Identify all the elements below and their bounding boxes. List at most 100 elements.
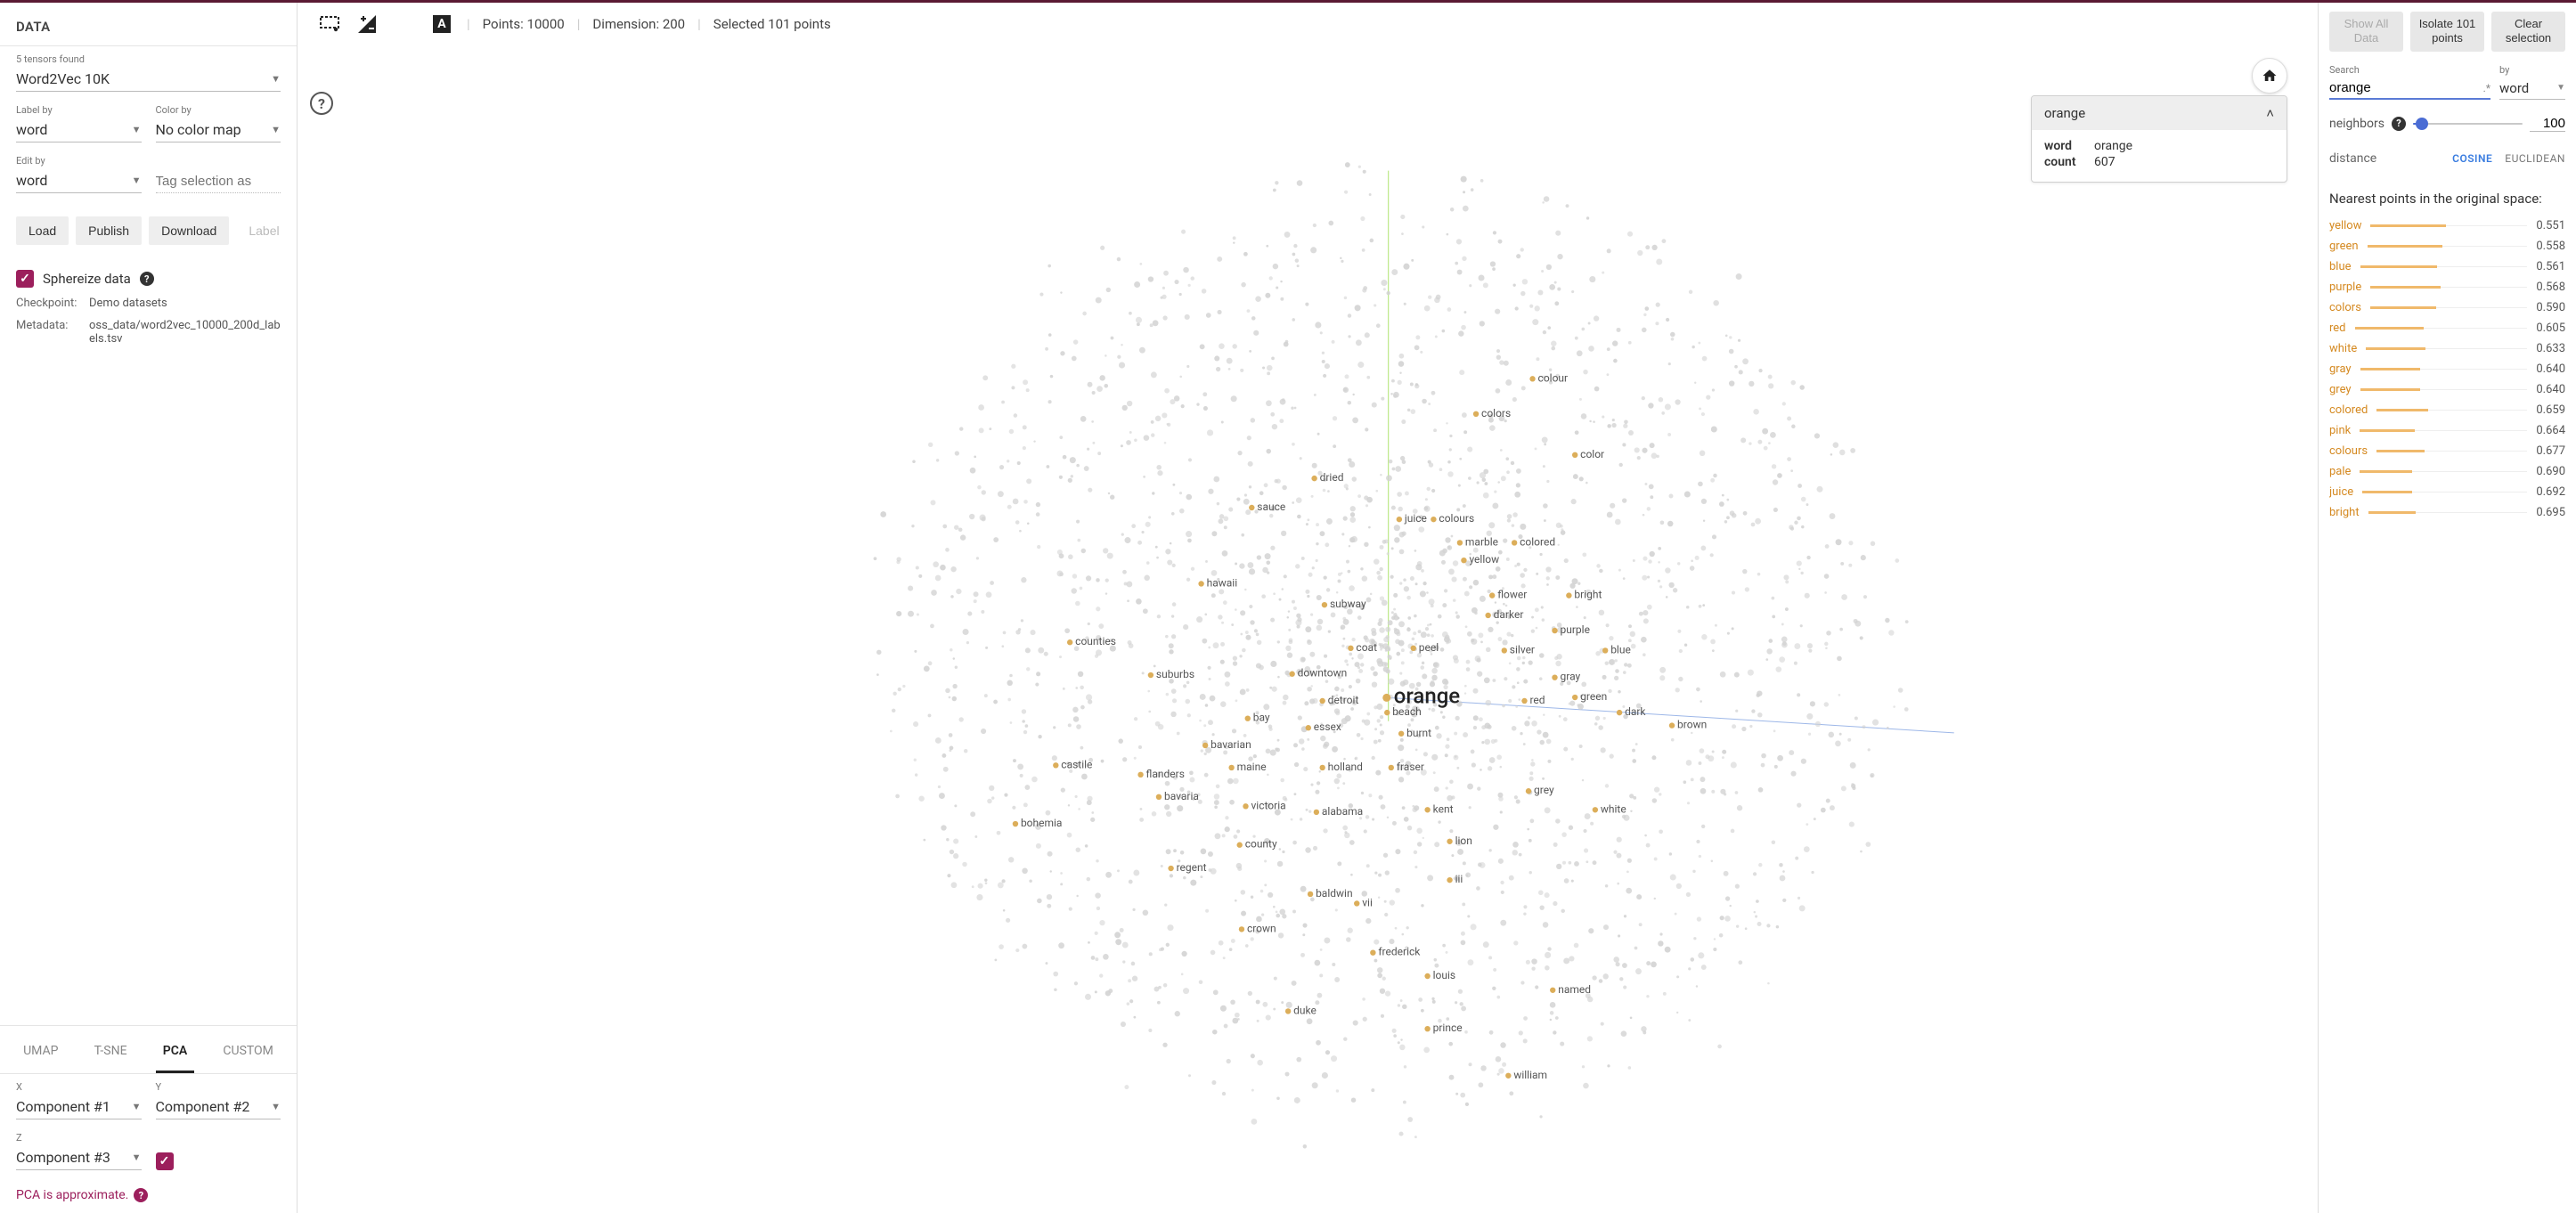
viz-toolbar: A | Points: 10000 | Dimension: 200 | Sel…	[298, 3, 2318, 42]
svg-text:dried: dried	[1320, 471, 1344, 484]
isolate-button[interactable]: Isolate 101 points	[2410, 12, 2484, 52]
chevron-down-icon: ▼	[2556, 83, 2565, 93]
points-count: Points: 10000	[483, 16, 565, 32]
nearest-row[interactable]: pale0.690	[2329, 461, 2565, 482]
nearest-row[interactable]: juice0.692	[2329, 482, 2565, 502]
help-icon[interactable]: ?	[140, 272, 154, 286]
nearest-row[interactable]: colours0.677	[2329, 441, 2565, 461]
search-input[interactable]	[2329, 77, 2490, 100]
nearest-row[interactable]: white0.633	[2329, 338, 2565, 359]
tensor-select[interactable]: Word2Vec 10K▼	[16, 67, 281, 92]
search-by-label: by	[2499, 64, 2565, 76]
show-all-button[interactable]: Show All Data	[2329, 12, 2403, 52]
help-icon[interactable]: ?	[134, 1188, 148, 1202]
z-component-select[interactable]: Component #3▼	[16, 1145, 142, 1170]
clear-selection-button[interactable]: Clear selection	[2491, 12, 2565, 52]
svg-text:crown: crown	[1247, 922, 1276, 934]
svg-text:suburbs: suburbs	[1156, 668, 1194, 680]
reset-view-button[interactable]	[2252, 58, 2287, 94]
svg-text:juice: juice	[1404, 512, 1427, 525]
distance-cosine[interactable]: COSINE	[2452, 152, 2492, 165]
svg-text:county: county	[1245, 838, 1277, 851]
nearest-row[interactable]: pink0.664	[2329, 420, 2565, 441]
svg-text:castile: castile	[1061, 758, 1092, 770]
download-button[interactable]: Download	[149, 216, 229, 245]
nearest-row[interactable]: green0.558	[2329, 236, 2565, 256]
neighbors-slider[interactable]	[2413, 123, 2523, 125]
svg-text:silver: silver	[1510, 643, 1535, 655]
svg-text:bright: bright	[1574, 589, 1602, 601]
tab-umap[interactable]: UMAP	[16, 1038, 65, 1073]
text-labels-icon[interactable]: A	[429, 12, 454, 37]
load-button[interactable]: Load	[16, 216, 69, 245]
edit-by-caption: Edit by	[16, 155, 142, 167]
svg-text:louis: louis	[1433, 969, 1456, 981]
selected-count: Selected 101 points	[713, 16, 831, 32]
color-by-caption: Color by	[156, 104, 281, 116]
pca-note-text: PCA is approximate.	[16, 1188, 128, 1202]
search-by-select[interactable]: word▼	[2499, 77, 2565, 100]
svg-text:color: color	[1580, 448, 1604, 460]
tab-pca[interactable]: PCA	[156, 1038, 194, 1073]
night-mode-icon[interactable]	[392, 12, 417, 37]
chevron-up-icon: ˄	[2266, 105, 2274, 121]
svg-text:purple: purple	[1561, 623, 1590, 636]
chevron-down-icon: ▼	[132, 124, 142, 135]
svg-text:green: green	[1580, 690, 1607, 703]
svg-text:colour: colour	[1538, 371, 1569, 384]
nearest-row[interactable]: colored0.659	[2329, 400, 2565, 420]
select-rect-icon[interactable]	[317, 12, 342, 37]
y-component-select[interactable]: Component #2▼	[156, 1095, 281, 1119]
publish-button[interactable]: Publish	[76, 216, 142, 245]
checkpoint-key: Checkpoint:	[16, 297, 82, 310]
svg-text:flanders: flanders	[1146, 768, 1185, 780]
help-icon[interactable]: ?	[2392, 117, 2406, 131]
color-by-select[interactable]: No color map▼	[156, 118, 281, 142]
label-by-select[interactable]: word▼	[16, 118, 142, 142]
nearest-row[interactable]: colors0.590	[2329, 297, 2565, 318]
z-enable-checkbox[interactable]: ✓	[156, 1152, 174, 1170]
svg-text:vii: vii	[1362, 896, 1373, 908]
nearest-points-list: yellow0.551green0.558blue0.561purple0.56…	[2329, 216, 2565, 1213]
svg-text:kent: kent	[1433, 802, 1454, 815]
y-axis-label: Y	[156, 1081, 281, 1093]
nearest-row[interactable]: bright0.695	[2329, 502, 2565, 523]
nearest-row[interactable]: red0.605	[2329, 318, 2565, 338]
nearest-row[interactable]: yellow0.551	[2329, 216, 2565, 236]
svg-text:victoria: victoria	[1251, 799, 1285, 811]
sphereize-checkbox[interactable]: ✓	[16, 270, 34, 288]
x-component-select[interactable]: Component #1▼	[16, 1095, 142, 1119]
svg-text:bavarian: bavarian	[1211, 738, 1251, 751]
neighbors-input[interactable]	[2530, 116, 2565, 132]
svg-text:gray: gray	[1561, 671, 1581, 683]
tab-custom[interactable]: CUSTOM	[216, 1038, 281, 1073]
tab-t-sne[interactable]: T-SNE	[87, 1038, 135, 1073]
distance-euclidean[interactable]: EUCLIDEAN	[2505, 152, 2565, 165]
nearest-row[interactable]: blue0.561	[2329, 256, 2565, 277]
label-by-caption: Label by	[16, 104, 142, 116]
point-info-card: orange ˄ wordorangecount607	[2031, 95, 2287, 183]
chevron-down-icon: ▼	[271, 1101, 281, 1112]
svg-text:prince: prince	[1433, 1022, 1463, 1034]
z-axis-label: Z	[16, 1132, 142, 1144]
tag-selection-input[interactable]	[156, 170, 281, 193]
svg-text:holland: holland	[1328, 761, 1363, 773]
svg-text:red: red	[1529, 694, 1545, 706]
scatter-canvas[interactable]: ? colourcolorscolordriedcolourscoloredsa…	[298, 42, 2318, 1213]
edit-by-select[interactable]: word▼	[16, 168, 142, 193]
svg-text:baldwin: baldwin	[1316, 887, 1353, 900]
projection-tabs: UMAP T-SNE PCA CUSTOM	[0, 1025, 297, 1073]
label-button[interactable]: Label	[236, 216, 291, 245]
svg-text:coat: coat	[1356, 641, 1377, 654]
nearest-row[interactable]: grey0.640	[2329, 379, 2565, 400]
regex-toggle[interactable]: .*	[2483, 82, 2490, 94]
exposure-icon[interactable]	[355, 12, 379, 37]
svg-text:burnt: burnt	[1406, 727, 1431, 739]
svg-text:regent: regent	[1177, 861, 1207, 874]
point-info-header[interactable]: orange ˄	[2032, 96, 2287, 130]
nearest-row[interactable]: gray0.640	[2329, 359, 2565, 379]
svg-text:named: named	[1558, 983, 1591, 996]
nearest-row[interactable]: purple0.568	[2329, 277, 2565, 297]
svg-text:orange: orange	[1394, 683, 1461, 708]
svg-text:flower: flower	[1497, 589, 1527, 601]
